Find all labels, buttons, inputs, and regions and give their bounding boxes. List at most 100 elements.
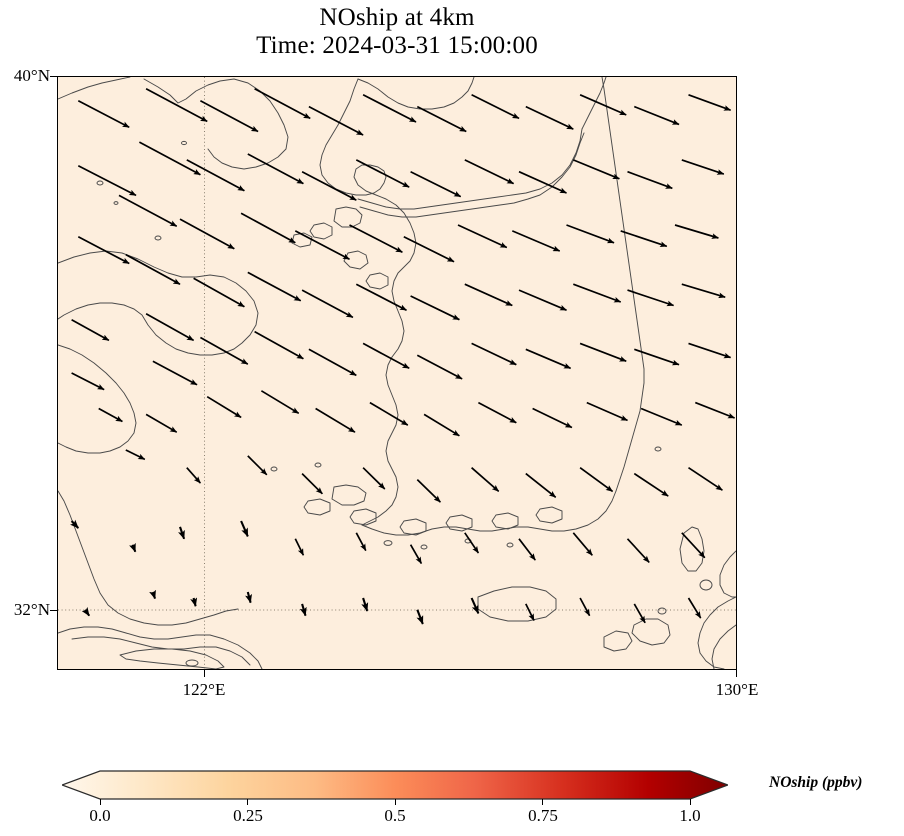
wind-vector (294, 538, 305, 556)
wind-vector (471, 94, 520, 120)
wind-vector (199, 336, 249, 365)
cbtick-label-1: 1.0 (679, 806, 701, 825)
coastline-chongming-island (119, 648, 225, 669)
coastline-korea-ne-inland (581, 77, 607, 130)
wind-vector (464, 532, 480, 554)
wind-vector (125, 253, 181, 285)
wind-vector (71, 318, 110, 342)
wind-vector (77, 99, 130, 129)
wind-vector (681, 532, 706, 559)
wind-vector (525, 105, 574, 130)
cbtick-mark-1 (689, 799, 691, 805)
island-cluster-taean-2 (365, 272, 389, 290)
coastline-liaodong (58, 77, 131, 100)
wind-vector (681, 283, 726, 299)
wind-vector (254, 88, 311, 120)
wind-vector (416, 609, 424, 625)
wind-vector (525, 348, 572, 370)
wind-vector (186, 159, 245, 192)
wind-vector (301, 170, 357, 201)
map-plot-area[interactable] (57, 76, 737, 670)
island-cluster-mokpo-1 (331, 484, 367, 506)
wind-vector (206, 395, 242, 419)
island-yellow-sea-w1 (96, 180, 104, 186)
island-jeju (477, 586, 557, 622)
island-yellow-sea-w2 (154, 235, 162, 241)
wind-vector (71, 372, 105, 391)
coastlines (58, 77, 736, 669)
wind-vector (694, 401, 736, 419)
island-cluster-southcoast-1 (399, 518, 427, 536)
wind-vector (423, 413, 460, 437)
cbtick-mark-0 (99, 799, 101, 805)
cbtick-label-025: 0.25 (233, 806, 263, 825)
island-small-e1 (654, 446, 662, 452)
wind-vector (518, 289, 567, 311)
wind-vector (579, 467, 614, 493)
wind-vector (190, 597, 198, 607)
ytick-mark-32N (50, 610, 57, 612)
wind-vector (579, 94, 627, 116)
wind-vector (129, 542, 137, 553)
island-iki (699, 579, 713, 591)
island-small-sc6 (314, 462, 322, 468)
wind-vector (245, 591, 252, 604)
wind-vector (457, 224, 508, 249)
wind-vector (566, 224, 615, 244)
wind-vector (416, 354, 463, 380)
wind-vector (626, 538, 650, 563)
wind-vector (470, 597, 480, 614)
cbtick-mark-025 (247, 799, 249, 805)
wind-vector (315, 407, 356, 433)
wind-vector (586, 401, 628, 422)
xtick-mark-122E (203, 670, 205, 677)
wind-vector (634, 348, 680, 366)
island-goto-1 (631, 618, 671, 646)
cbtick-label-05: 0.5 (384, 806, 406, 825)
wind-vector (410, 170, 462, 198)
wind-vector (355, 532, 367, 552)
island-cluster-mokpo-3 (349, 508, 377, 526)
wind-vector (572, 532, 593, 556)
wind-vector (688, 466, 723, 491)
island-cluster-mokpo-2 (303, 498, 331, 516)
wind-vector (308, 105, 364, 136)
coastline-dmz-line-1 (357, 128, 583, 210)
island-small-sc1 (383, 540, 393, 546)
wind-vector (511, 230, 561, 252)
wind-vector (240, 212, 296, 244)
wind-vector (301, 472, 323, 495)
wind-vector (478, 401, 517, 424)
island-goto-3 (657, 607, 667, 615)
wind-vector (355, 283, 407, 311)
wind-vector (240, 520, 249, 537)
wind-vector (525, 603, 535, 621)
island-cluster-taean-1 (343, 250, 369, 270)
island-small-sc5 (270, 466, 278, 472)
wind-vector (416, 478, 441, 503)
coastline-yangtze-channel-1 (71, 636, 251, 666)
wind-vector (199, 99, 259, 133)
wind-vector (125, 449, 146, 461)
wind-vector (118, 194, 178, 227)
wind-vector (627, 289, 675, 307)
wind-vector (525, 472, 557, 498)
wind-vector (152, 360, 198, 386)
wind-vector (138, 141, 201, 176)
wind-vector (179, 218, 235, 250)
wind-vector (573, 283, 622, 303)
wind-vector (687, 597, 702, 619)
wind-vector (518, 538, 536, 561)
wind-vector (633, 105, 680, 126)
coastline-shandong-south (58, 344, 137, 454)
wind-vector (301, 289, 354, 319)
wind-vector (77, 236, 130, 265)
wind-vector (620, 230, 668, 248)
wind-vector (149, 589, 157, 600)
wind-vector (627, 170, 673, 190)
wind-vector (178, 526, 186, 540)
island-yellow-sea-w3 (113, 201, 119, 205)
wind-vector (464, 283, 513, 307)
wind-vector (362, 94, 417, 123)
